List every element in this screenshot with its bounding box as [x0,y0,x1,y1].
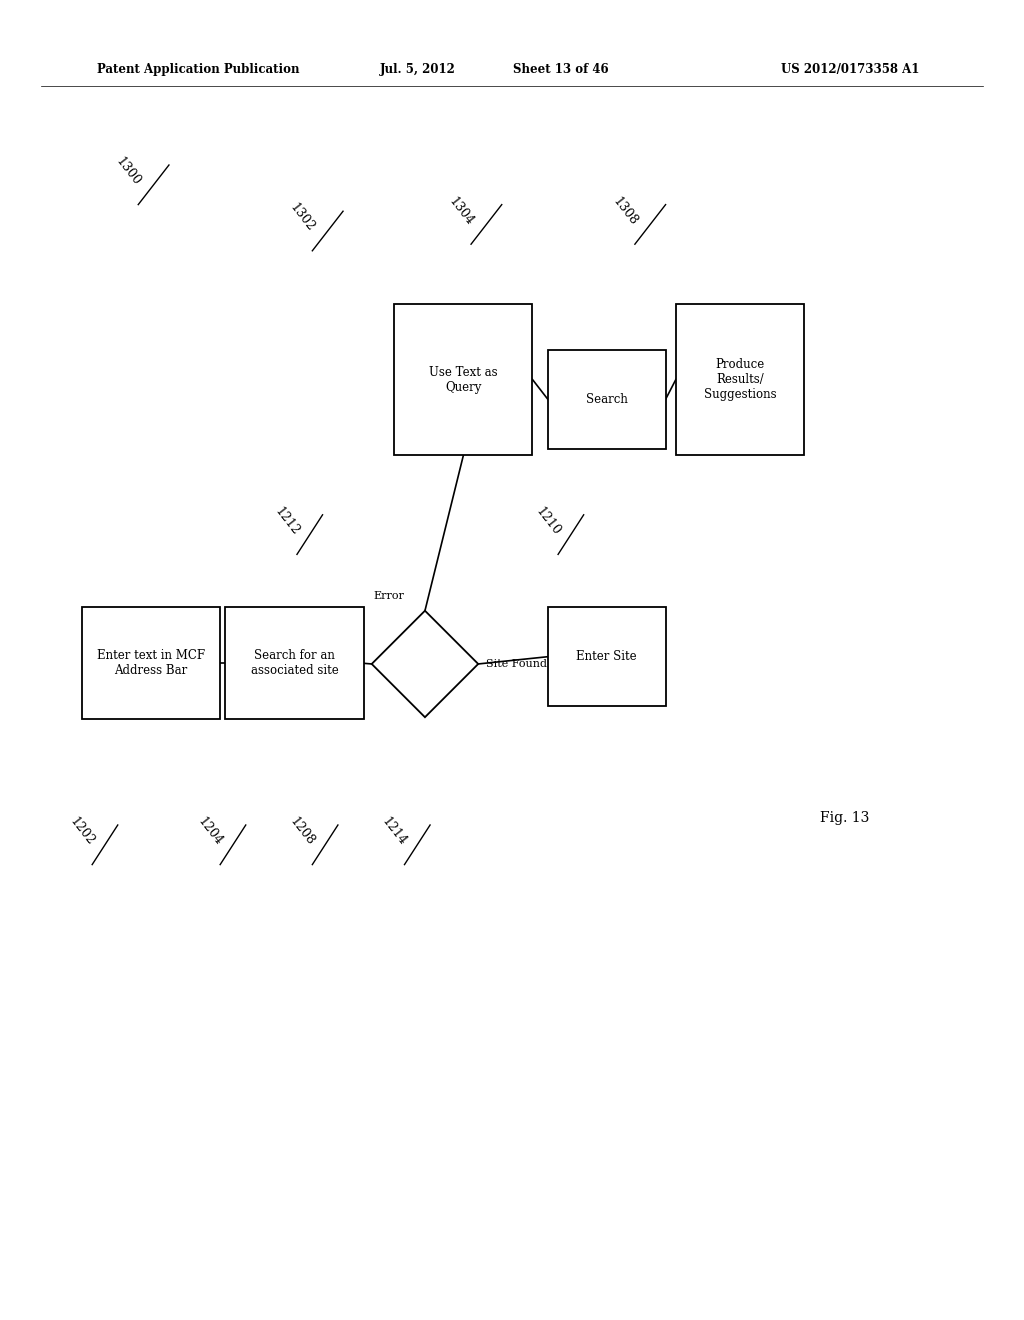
Text: 1208: 1208 [287,814,317,849]
Text: 1202: 1202 [67,814,97,849]
Text: Error: Error [374,590,404,601]
Bar [548,350,666,449]
Text: Jul. 5, 2012: Jul. 5, 2012 [380,63,456,77]
Bar [548,607,666,706]
Text: Enter Site: Enter Site [577,651,637,663]
Bar [225,607,364,719]
Polygon shape [372,611,478,717]
Text: Patent Application Publication: Patent Application Publication [97,63,300,77]
Text: Sheet 13 of 46: Sheet 13 of 46 [513,63,609,77]
Text: Fig. 13: Fig. 13 [820,812,869,825]
Text: Search for an
associated site: Search for an associated site [251,649,338,677]
Bar [82,607,220,719]
Text: 1300: 1300 [113,154,143,189]
Text: Enter text in MCF
Address Bar: Enter text in MCF Address Bar [97,649,205,677]
Text: 1204: 1204 [195,814,225,849]
Text: Use Text as
Query: Use Text as Query [429,366,498,393]
Text: 1304: 1304 [445,194,476,228]
Text: Produce
Results/
Suggestions: Produce Results/ Suggestions [703,358,776,401]
Text: 1308: 1308 [609,194,640,228]
Text: US 2012/0173358 A1: US 2012/0173358 A1 [780,63,920,77]
Text: 1214: 1214 [379,814,410,849]
Bar [394,304,532,455]
Text: 1302: 1302 [287,201,317,235]
Text: Search: Search [586,393,628,405]
Text: Site Found: Site Found [486,659,548,669]
Text: 1212: 1212 [271,504,302,539]
Text: 1210: 1210 [532,504,563,539]
Bar [676,304,804,455]
